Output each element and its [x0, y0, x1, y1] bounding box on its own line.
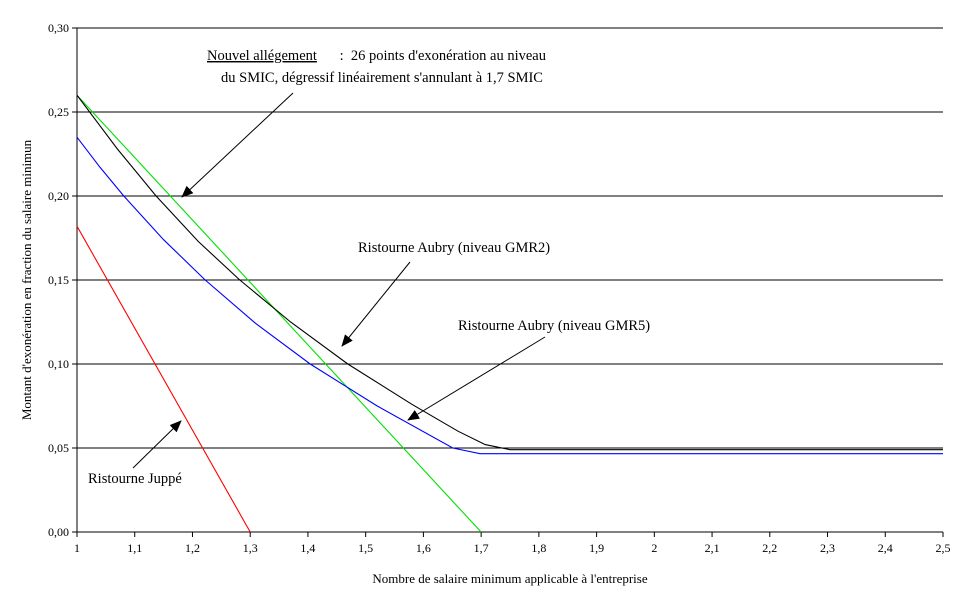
y-tick-label: 0,30	[48, 21, 69, 35]
y-tick-label: 0,20	[48, 189, 69, 203]
x-tick-label: 1,7	[474, 541, 489, 555]
x-tick-label: 1,6	[416, 541, 431, 555]
gridlines	[77, 27, 943, 449]
arrow-gmr5	[407, 336, 546, 421]
y-tick-label: 0,10	[48, 357, 69, 371]
axes: 0,00 0,05 0,10 0,15 0,20 0,25 0,30 1 1,1 1,2 1,3 1,…	[48, 21, 951, 555]
y-tick-label: 0,00	[48, 525, 69, 539]
annotation-gmr5: Ristourne Aubry (niveau GMR5)	[458, 318, 650, 334]
y-tick-label: 0,25	[48, 105, 69, 119]
series-line-nouvel	[76, 94, 482, 533]
y-tick-label: 0,05	[48, 441, 69, 455]
x-tick-label: 1,1	[127, 541, 142, 555]
x-tick-label: 1	[74, 541, 80, 555]
annotation-arrows	[132, 92, 546, 469]
series-lines	[76, 94, 943, 533]
x-tick-label: 2,1	[705, 541, 720, 555]
annotation-nouvel-line1: : 26 points d'exonération au niveau	[336, 48, 546, 64]
arrow-nouvel	[181, 92, 294, 198]
x-tick-label: 2,4	[878, 541, 893, 555]
x-tick-label: 1,8	[531, 541, 546, 555]
series-line-gmr2	[76, 94, 943, 451]
series-line-juppe	[76, 225, 251, 533]
x-tick-label: 1,2	[185, 541, 200, 555]
x-tick-label: 1,3	[243, 541, 258, 555]
annotation-gmr2: Ristourne Aubry (niveau GMR2)	[358, 240, 550, 256]
series-line-gmr5	[76, 136, 943, 455]
x-axis-label: Nombre de salaire minimum applicable à l…	[372, 571, 647, 586]
arrow-gmr2	[341, 261, 411, 347]
x-tick-label: 2	[651, 541, 657, 555]
y-tick-label: 0,15	[48, 273, 69, 287]
x-tick-label: 2,3	[820, 541, 835, 555]
annotation-nouvel-line2: du SMIC, dégressif linéairement s'annula…	[221, 70, 543, 86]
x-tick-label: 2,5	[936, 541, 951, 555]
annotation-juppe: Ristourne Juppé	[88, 471, 182, 487]
x-tick-label: 2,2	[762, 541, 777, 555]
arrow-juppe	[132, 420, 182, 469]
x-tick-label: 1,9	[589, 541, 604, 555]
x-tick-label: 1,5	[358, 541, 373, 555]
x-tick-label: 1,4	[300, 541, 315, 555]
y-axis-label: Montant d'exonération en fraction du sal…	[19, 139, 34, 420]
annotation-nouvel-title: Nouvel allégement	[207, 48, 317, 64]
